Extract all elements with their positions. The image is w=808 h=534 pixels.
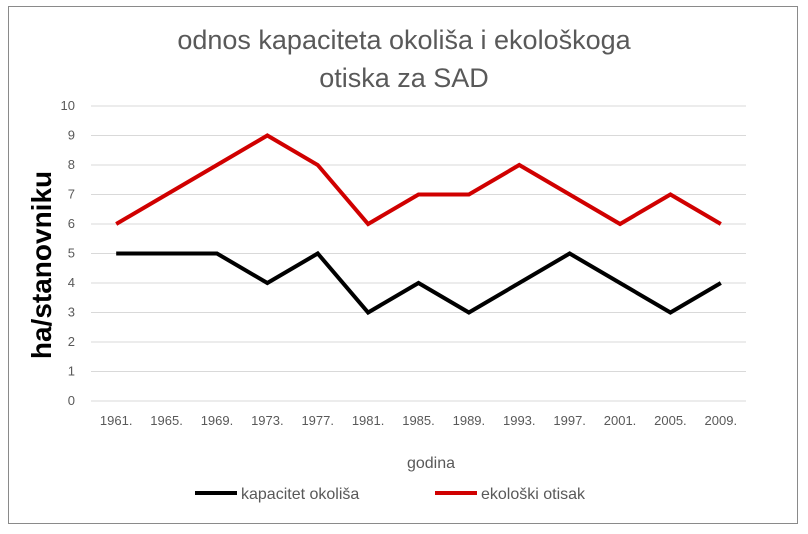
x-tick-label-1981: 1981. — [352, 413, 385, 428]
y-tick-label-10: 10 — [61, 98, 75, 113]
x-tick-label-1993: 1993. — [503, 413, 536, 428]
y-axis-label: ha/stanovniku — [26, 171, 57, 359]
y-tick-label-0: 0 — [68, 393, 75, 408]
y-tick-label-9: 9 — [68, 128, 75, 143]
legend-label-kapacitet-okolisa: kapacitet okoliša — [241, 486, 359, 503]
y-tick-label-8: 8 — [68, 157, 75, 172]
x-tick-label-1997: 1997. — [553, 413, 586, 428]
y-tick-label-3: 3 — [68, 305, 75, 320]
chart-title-line-1: odnos kapaciteta okoliša i ekološkoga — [177, 25, 631, 55]
chart-title: odnos kapaciteta okoliša i ekološkoga ot… — [177, 25, 631, 93]
legend: kapacitet okoliša ekološki otisak — [195, 486, 586, 503]
y-tick-label-1: 1 — [68, 364, 75, 379]
y-tick-label-2: 2 — [68, 334, 75, 349]
x-tick-label-2005: 2005. — [654, 413, 687, 428]
y-tick-label-5: 5 — [68, 246, 75, 261]
x-axis-ticks: 1961. 1965. 1969. 1973. 1977. 1981. 1985. 1989.… — [100, 413, 737, 428]
y-tick-label-6: 6 — [68, 216, 75, 231]
legend-label-ekoloski-otisak: ekološki otisak — [481, 486, 586, 503]
x-tick-label-2001: 2001. — [604, 413, 637, 428]
x-tick-label-1961: 1961. — [100, 413, 133, 428]
series-line-ekoloski-otisak — [115, 133, 722, 227]
x-tick-label-1985: 1985. — [402, 413, 435, 428]
x-tick-label-1969: 1969. — [201, 413, 234, 428]
chart-frame: odnos kapaciteta okoliša i ekološkoga ot… — [8, 6, 798, 524]
x-tick-label-1989: 1989. — [453, 413, 486, 428]
y-tick-label-4: 4 — [68, 275, 75, 290]
x-tick-label-2009: 2009. — [705, 413, 738, 428]
x-tick-label-1973: 1973. — [251, 413, 284, 428]
x-tick-label-1965: 1965. — [150, 413, 183, 428]
chart-title-line-2: otiska za SAD — [319, 63, 489, 93]
x-tick-label-1977: 1977. — [301, 413, 334, 428]
y-tick-label-7: 7 — [68, 187, 75, 202]
line-chart: odnos kapaciteta okoliša i ekološkoga ot… — [26, 25, 746, 503]
y-axis-ticks: 0 1 2 3 4 5 6 7 8 9 10 — [61, 98, 75, 408]
x-axis-label: godina — [407, 455, 455, 472]
series-lines — [115, 133, 722, 316]
